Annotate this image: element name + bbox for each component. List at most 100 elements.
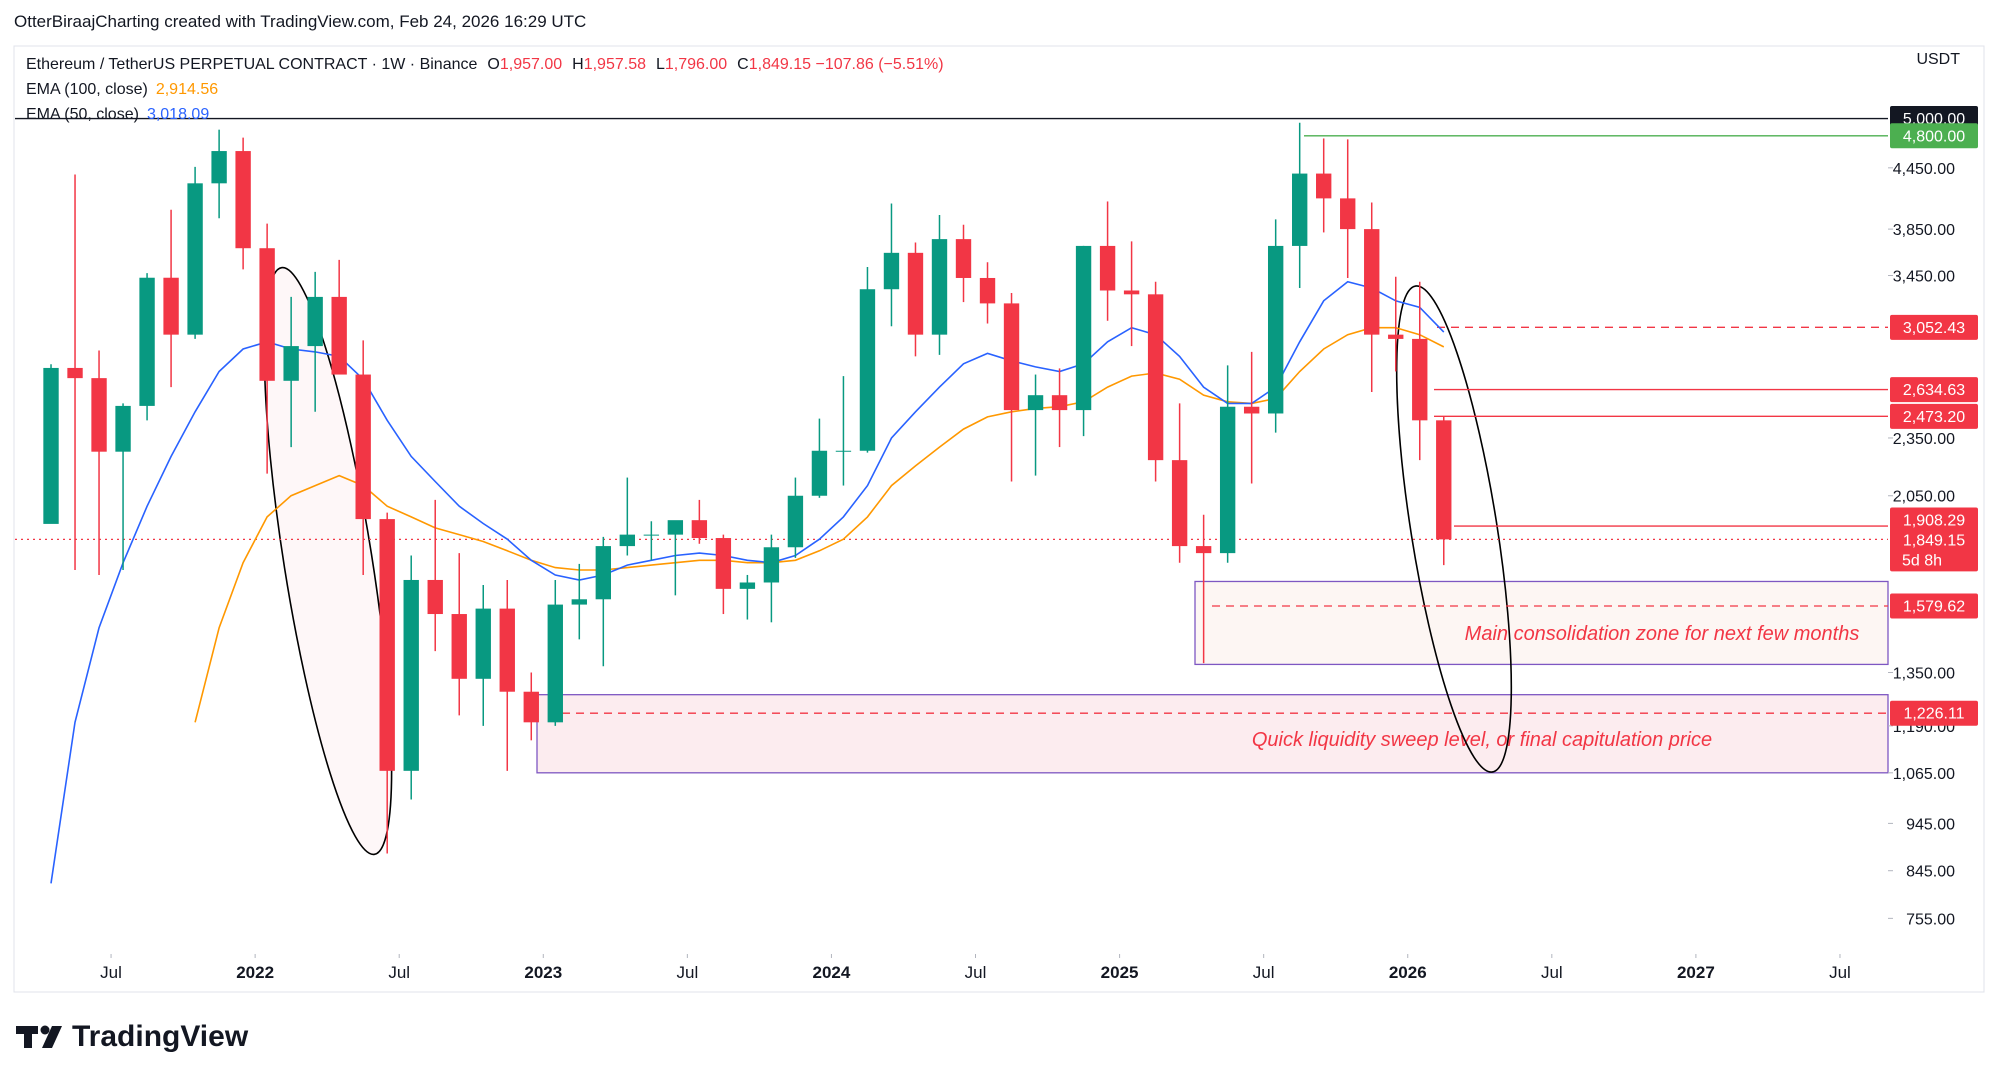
x-tick-label: 2027 [1677, 963, 1715, 982]
price-badge-label: 3,052.43 [1903, 320, 1965, 337]
price-badge-label: 2,634.63 [1903, 382, 1965, 399]
zone [536, 694, 1889, 774]
countdown-label: 5d 8h [1902, 552, 1942, 569]
ohlc: O1,957.00 H1,957.58 L1,796.00 C1,849.15 [477, 56, 811, 73]
candle-body [955, 239, 972, 278]
candle-body [475, 608, 491, 679]
candle-body [355, 374, 371, 520]
currency-label[interactable]: USDT [1916, 51, 1960, 68]
y-tick-label: 4,450.00 [1893, 161, 1955, 178]
candle-body [1292, 173, 1308, 246]
legend-entry: EMA (100, close) 2,914.56 [26, 77, 944, 102]
candle-body [1243, 406, 1260, 414]
symbol[interactable]: Ethereum / TetherUS PERPETUAL CONTRACT ·… [26, 56, 478, 73]
x-tick-label: Jul [965, 963, 987, 982]
candle-body [739, 582, 756, 589]
y-tick-label: 1,350.00 [1893, 665, 1955, 682]
ohlc-key: C [737, 56, 749, 73]
x-tick-label: 2026 [1389, 963, 1427, 982]
ohlc-value: 1,796.00 [664, 56, 728, 73]
candle-body [427, 579, 443, 615]
price-badge [1890, 700, 1978, 726]
candle-body [67, 367, 83, 379]
candle-body [211, 151, 227, 184]
ema-line [194, 326, 1445, 723]
chart-frame [13, 45, 1985, 993]
price-badge-label: 4,800.00 [1903, 128, 1965, 145]
candle-body [595, 546, 611, 600]
candle-body [283, 346, 299, 381]
ohlc-value: 1,957.00 [499, 56, 563, 73]
price-badge [1890, 403, 1978, 429]
price-badge-label: 1,226.11 [1903, 706, 1964, 723]
candle-body [379, 519, 395, 771]
symbol-row: Ethereum / TetherUS PERPETUAL CONTRACT ·… [26, 52, 944, 77]
candle-body [115, 405, 131, 452]
x-tick-label: 2025 [1101, 963, 1139, 982]
candle-body [235, 151, 251, 249]
legend-value: 2,914.56 [155, 81, 219, 98]
ohlc-value: 1,957.58 [583, 56, 646, 73]
candle-body [1003, 303, 1020, 411]
candle-body [451, 614, 467, 679]
ohlc-value: 1,849.15 [748, 56, 812, 73]
price-badge-label: 2,473.20 [1903, 409, 1965, 426]
legend: Ethereum / TetherUS PERPETUAL CONTRACT ·… [26, 52, 944, 127]
candle-body [1195, 546, 1212, 554]
price-badge [1890, 314, 1978, 340]
y-tick-label: 945.00 [1906, 816, 1955, 833]
candle-body [547, 604, 563, 723]
candle-body [859, 289, 876, 451]
candle-body [331, 296, 347, 375]
candle-body [1099, 245, 1116, 291]
candle-body [619, 534, 636, 547]
candle-body [499, 608, 515, 692]
candle-body [643, 534, 660, 536]
attribution: OtterBiraajCharting created with Trading… [14, 12, 587, 31]
legend-name: EMA (100, close) [26, 81, 148, 98]
candle-body [667, 520, 684, 535]
y-tick-label: 2,050.00 [1893, 489, 1955, 506]
candle-body [1051, 395, 1068, 411]
candle-body [1171, 460, 1188, 547]
ohlc-key: H [572, 56, 584, 73]
candle-body [1267, 245, 1284, 414]
candle-body [811, 450, 828, 496]
candle-body [787, 495, 804, 548]
candle-body [1123, 290, 1140, 295]
price-badge [1890, 507, 1978, 533]
zone-label: Main consolidation zone for next few mon… [1465, 623, 1860, 645]
candle-body [91, 378, 107, 452]
zone [1194, 580, 1889, 666]
x-tick-label: 2024 [813, 963, 851, 982]
candle-body [1388, 334, 1404, 339]
ema-legend: EMA (100, close) 2,914.56 EMA (50, close) 3… [26, 77, 944, 127]
candle-body [1364, 229, 1380, 335]
candle-body [1316, 173, 1332, 199]
y-tick-label: 1,065.00 [1893, 766, 1955, 783]
candle-body [1147, 294, 1164, 461]
candle-body [763, 547, 780, 583]
y-tick-label: 3,850.00 [1893, 222, 1955, 239]
candle-body [1340, 198, 1356, 230]
candle-body [1027, 395, 1044, 411]
candle-body [403, 579, 419, 771]
y-tick-label: 755.00 [1906, 911, 1955, 928]
y-tick-label: 2,350.00 [1893, 431, 1955, 448]
annotation-ellipse [263, 266, 393, 856]
candle-body [1412, 338, 1428, 421]
price-badge-label: 1,579.62 [1903, 599, 1965, 616]
candle-body [1219, 406, 1236, 554]
candle-body [259, 248, 275, 381]
x-tick-label: Jul [676, 963, 698, 982]
candle-body [1436, 420, 1452, 540]
ema-line [50, 280, 1445, 884]
x-tick-label: 2023 [524, 963, 562, 982]
candle-body [835, 450, 852, 452]
candle-body [523, 691, 539, 723]
candle-body [43, 367, 59, 524]
price-badge [1890, 593, 1978, 619]
zone-label: Quick liquidity sweep level, or final ca… [1252, 729, 1712, 751]
